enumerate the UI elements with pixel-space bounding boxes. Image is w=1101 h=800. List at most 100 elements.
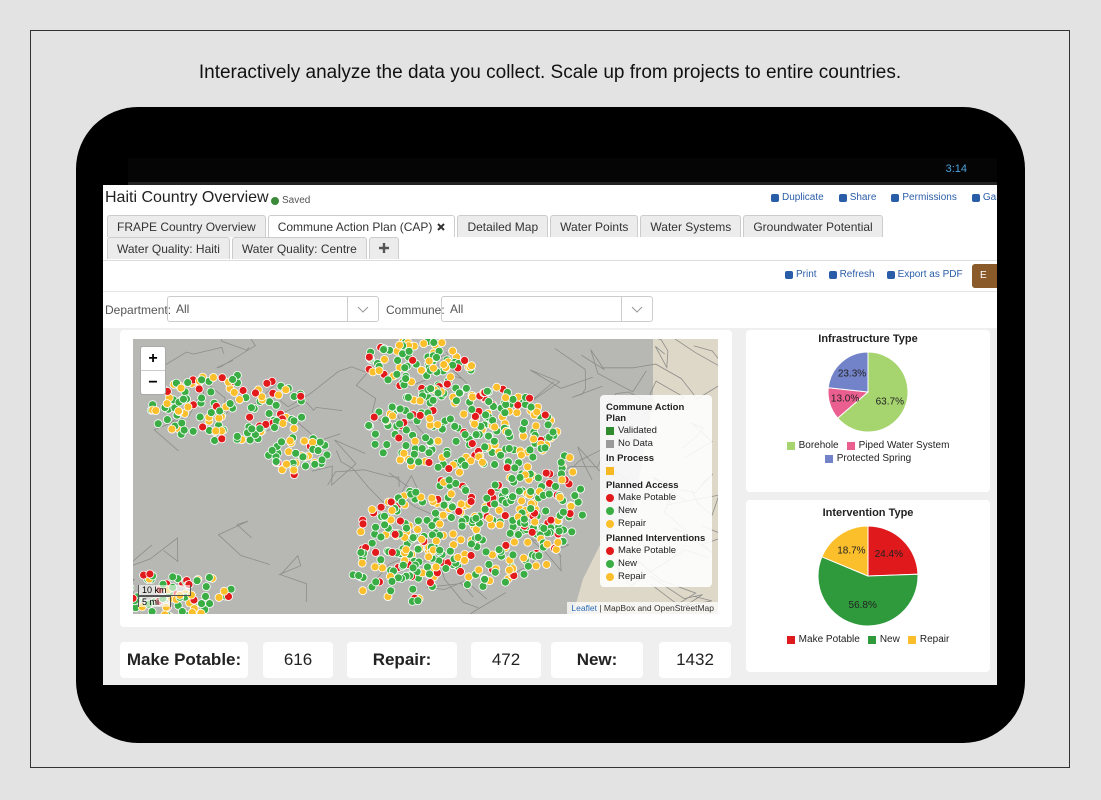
- add-tab[interactable]: [368, 237, 399, 259]
- map-marker[interactable]: [494, 505, 504, 515]
- map-marker[interactable]: [413, 525, 423, 534]
- map-marker[interactable]: [298, 452, 308, 462]
- map-marker[interactable]: [540, 443, 550, 453]
- map-marker[interactable]: [467, 361, 476, 371]
- map-marker[interactable]: [544, 489, 554, 499]
- map-marker[interactable]: [565, 453, 575, 462]
- tab[interactable]: Water Points: [550, 215, 639, 237]
- map-marker[interactable]: [525, 393, 535, 403]
- map-marker[interactable]: [402, 523, 411, 533]
- map-marker[interactable]: [310, 459, 320, 469]
- map-marker[interactable]: [229, 388, 239, 397]
- zoom-in[interactable]: +: [141, 347, 165, 371]
- map-marker[interactable]: [195, 412, 205, 422]
- map-marker[interactable]: [271, 457, 281, 466]
- map-marker[interactable]: [467, 405, 477, 414]
- map-marker[interactable]: [217, 373, 227, 383]
- map-marker[interactable]: [530, 517, 540, 527]
- map-marker[interactable]: [395, 404, 405, 414]
- map-marker[interactable]: [496, 450, 506, 460]
- map-marker[interactable]: [490, 422, 500, 432]
- map-marker[interactable]: [448, 529, 458, 539]
- map-marker[interactable]: [133, 584, 135, 592]
- map-marker[interactable]: [414, 457, 424, 467]
- map-marker[interactable]: [433, 462, 443, 472]
- pie-slice[interactable]: [836, 351, 909, 433]
- map-marker[interactable]: [408, 533, 418, 543]
- map-marker[interactable]: [474, 565, 484, 575]
- map-marker[interactable]: [468, 392, 477, 402]
- map-marker[interactable]: [356, 548, 366, 557]
- map-marker[interactable]: [435, 519, 445, 529]
- map-marker[interactable]: [297, 412, 307, 422]
- map-marker[interactable]: [133, 593, 138, 603]
- map-marker[interactable]: [313, 446, 323, 455]
- map-marker[interactable]: [416, 365, 426, 375]
- map-marker[interactable]: [509, 537, 519, 547]
- map-marker[interactable]: [201, 591, 210, 601]
- map-marker[interactable]: [386, 497, 396, 507]
- map[interactable]: Commune Action Plan Validated No Data In Pr…: [133, 339, 718, 614]
- map-marker[interactable]: [419, 339, 429, 348]
- map-marker[interactable]: [382, 440, 392, 449]
- map-marker[interactable]: [516, 450, 526, 460]
- map-marker[interactable]: [371, 522, 381, 532]
- map-marker[interactable]: [291, 448, 301, 458]
- map-marker[interactable]: [356, 527, 366, 537]
- map-marker[interactable]: [408, 355, 418, 365]
- map-marker[interactable]: [228, 375, 237, 384]
- map-marker[interactable]: [523, 561, 533, 571]
- map-marker[interactable]: [427, 521, 437, 531]
- map-marker[interactable]: [570, 491, 580, 501]
- map-marker[interactable]: [367, 538, 377, 548]
- map-marker[interactable]: [461, 383, 471, 393]
- map-marker[interactable]: [289, 424, 299, 433]
- map-marker[interactable]: [481, 547, 491, 557]
- map-marker[interactable]: [431, 562, 441, 572]
- map-marker[interactable]: [364, 352, 374, 362]
- map-marker[interactable]: [401, 441, 411, 450]
- map-marker[interactable]: [456, 535, 466, 545]
- map-marker[interactable]: [398, 560, 408, 570]
- map-marker[interactable]: [206, 387, 216, 397]
- map-marker[interactable]: [387, 402, 397, 412]
- map-marker[interactable]: [470, 419, 479, 429]
- map-marker[interactable]: [381, 415, 390, 425]
- map-marker[interactable]: [274, 390, 283, 400]
- map-marker[interactable]: [425, 414, 435, 423]
- toolbar-action[interactable]: Print: [785, 269, 817, 280]
- map-marker[interactable]: [278, 419, 288, 428]
- map-marker[interactable]: [490, 499, 500, 509]
- map-marker[interactable]: [413, 544, 423, 554]
- map-marker[interactable]: [532, 407, 542, 417]
- map-marker[interactable]: [410, 436, 420, 446]
- map-marker[interactable]: [408, 584, 418, 594]
- pie-slice[interactable]: [867, 525, 919, 577]
- map-marker[interactable]: [557, 475, 567, 485]
- map-marker[interactable]: [299, 436, 309, 446]
- map-marker[interactable]: [520, 418, 529, 427]
- map-marker[interactable]: [444, 464, 454, 474]
- map-marker[interactable]: [387, 576, 397, 586]
- map-marker[interactable]: [179, 425, 189, 435]
- map-marker[interactable]: [473, 533, 483, 542]
- legend-item[interactable]: New: [867, 634, 900, 645]
- map-marker[interactable]: [492, 382, 502, 392]
- map-marker[interactable]: [395, 419, 405, 429]
- map-marker[interactable]: [445, 414, 455, 424]
- map-marker[interactable]: [417, 534, 427, 544]
- map-marker[interactable]: [405, 456, 415, 466]
- map-marker[interactable]: [459, 409, 469, 419]
- map-marker[interactable]: [456, 499, 466, 509]
- map-marker[interactable]: [424, 356, 434, 366]
- map-marker[interactable]: [548, 427, 558, 437]
- map-marker[interactable]: [433, 388, 443, 398]
- header-action[interactable]: Galle: [971, 192, 997, 203]
- header-action[interactable]: Permissions: [891, 192, 957, 203]
- map-marker[interactable]: [526, 402, 536, 412]
- map-marker[interactable]: [460, 355, 470, 365]
- map-marker[interactable]: [529, 434, 539, 444]
- map-marker[interactable]: [460, 430, 470, 439]
- tab[interactable]: Groundwater Potential: [743, 215, 883, 237]
- map-marker[interactable]: [285, 436, 295, 446]
